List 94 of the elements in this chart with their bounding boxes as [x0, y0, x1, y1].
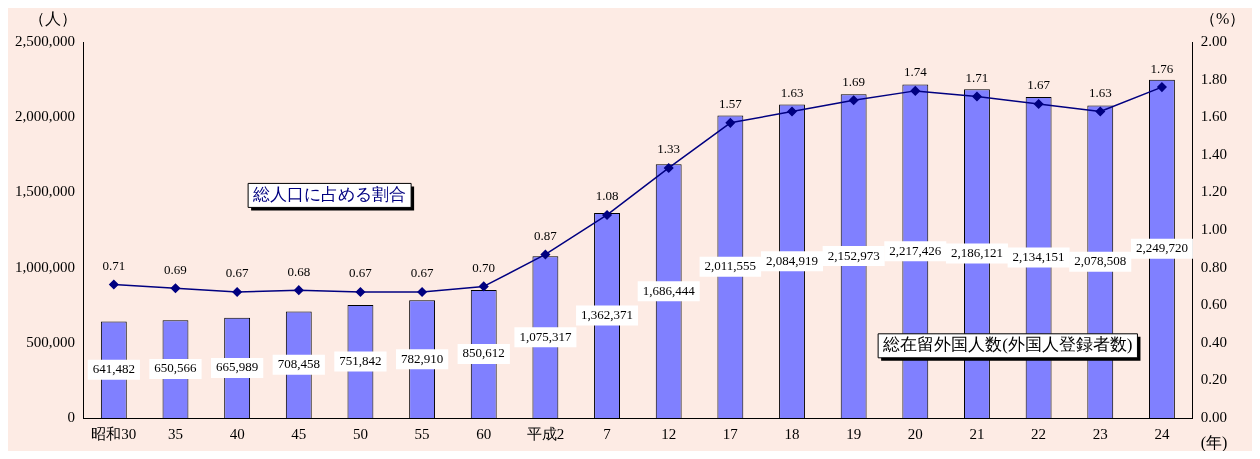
text: 総人口に占める割合 [252, 184, 407, 204]
point [1033, 99, 1044, 109]
x-tick-label: 昭和30 [91, 425, 137, 442]
data-label: 650,566 [154, 360, 198, 376]
x-tick-label: 7 [603, 425, 612, 442]
data-label: 2,134,151 [1012, 248, 1065, 264]
point [170, 283, 181, 294]
x-axis-title: (年) [1200, 434, 1228, 453]
point [725, 118, 736, 128]
y2-tick-label: 2.00 [1200, 32, 1227, 49]
data-label: 1.67 [1027, 77, 1051, 93]
data-label: 1,686,444 [642, 282, 696, 298]
y-tick-label: 1,500,000 [15, 183, 75, 200]
x-tick-label: 17 [722, 425, 739, 442]
y2-axis-title: （%） [1200, 10, 1246, 28]
y2-tick-label: 0.00 [1200, 408, 1227, 425]
y2-tick-label: 1.80 [1200, 70, 1227, 87]
y-tick-label: 2,500,000 [15, 32, 75, 49]
y-tick-label: 0 [67, 408, 75, 425]
x-tick-label: 40 [229, 425, 245, 442]
point [109, 279, 119, 290]
point [540, 249, 551, 260]
x-tick-label: 24 [1154, 425, 1170, 442]
data-label: 751,842 [339, 352, 382, 368]
data-label: 1.63 [780, 84, 804, 100]
y-axis-title: （人） [29, 10, 77, 28]
y2-tick-label: 1.20 [1200, 183, 1227, 200]
data-label: 1.63 [1088, 84, 1112, 100]
data-label: 0.67 [225, 265, 250, 281]
x-tick-label: 19 [846, 425, 862, 442]
x-tick-label: 23 [1092, 425, 1108, 442]
data-label: 1.76 [1150, 60, 1174, 76]
data-label: 2,011,555 [704, 258, 757, 274]
data-label: 1.71 [965, 69, 989, 85]
data-label: 665,989 [216, 359, 259, 375]
y-tick-label: 1,000,000 [15, 258, 75, 275]
data-label: 2,152,973 [827, 247, 880, 263]
data-label: 1.69 [842, 73, 866, 89]
data-label: 0.67 [349, 265, 373, 281]
point [972, 91, 982, 102]
x-tick-label: 50 [352, 425, 368, 442]
data-label: 2,078,508 [1074, 253, 1127, 269]
data-label: 0.67 [410, 265, 434, 281]
point [1095, 106, 1106, 117]
data-label: 1.33 [657, 141, 681, 157]
data-label: 0.87 [534, 227, 558, 243]
data-label: 1,362,371 [581, 306, 634, 322]
data-label: 2,217,426 [889, 242, 942, 258]
point [417, 287, 427, 297]
x-tick-label: 21 [969, 425, 985, 442]
data-label: 2,084,919 [766, 252, 819, 268]
data-label: 2,186,121 [950, 245, 1003, 261]
data-label: 0.70 [472, 259, 496, 275]
point [294, 285, 304, 295]
point [663, 163, 674, 173]
y-tick-label: 500,000 [26, 333, 75, 350]
y2-tick-label: 0.80 [1200, 258, 1227, 275]
y2-tick-label: 1.00 [1200, 220, 1227, 237]
x-tick-label: 45 [291, 425, 307, 442]
data-label: 708,458 [277, 356, 320, 372]
y2-tick-label: 0.20 [1200, 371, 1227, 388]
point [910, 86, 921, 96]
point [848, 95, 859, 106]
x-tick-label: 18 [784, 425, 800, 442]
x-tick-label: 20 [907, 425, 923, 442]
data-label: 1.08 [595, 188, 619, 204]
y2-tick-label: 1.60 [1200, 108, 1227, 125]
point [355, 287, 366, 297]
x-tick-label: 35 [167, 425, 183, 442]
x-tick-label: 60 [476, 425, 492, 442]
data-label: 1.57 [718, 96, 743, 112]
y2-tick-label: 0.40 [1200, 333, 1227, 350]
y2-tick-label: 1.40 [1200, 145, 1227, 162]
data-label: 850,612 [462, 345, 505, 361]
data-label: 782,910 [400, 350, 444, 366]
series-label: 総在留外国人数(外国人登録者数) [882, 335, 1133, 355]
x-tick-label: 平成2 [526, 425, 565, 442]
point [1157, 82, 1167, 92]
data-label: 0.68 [287, 263, 311, 279]
point [232, 287, 242, 297]
data-label: 641,482 [92, 361, 135, 377]
point [602, 210, 612, 220]
y-tick-label: 2,000,000 [15, 108, 75, 125]
data-label: 0.71 [102, 257, 126, 273]
data-label: 1,075,317 [519, 328, 572, 344]
point [787, 106, 797, 117]
data-label: 1.74 [903, 64, 928, 80]
x-tick-label: 55 [414, 425, 430, 442]
data-label: 0.69 [164, 261, 187, 277]
data-label: 2,249,720 [1135, 240, 1188, 256]
point [478, 281, 489, 292]
y2-tick-label: 0.60 [1200, 296, 1227, 313]
x-tick-label: 22 [1031, 425, 1047, 442]
x-tick-label: 12 [661, 425, 677, 442]
